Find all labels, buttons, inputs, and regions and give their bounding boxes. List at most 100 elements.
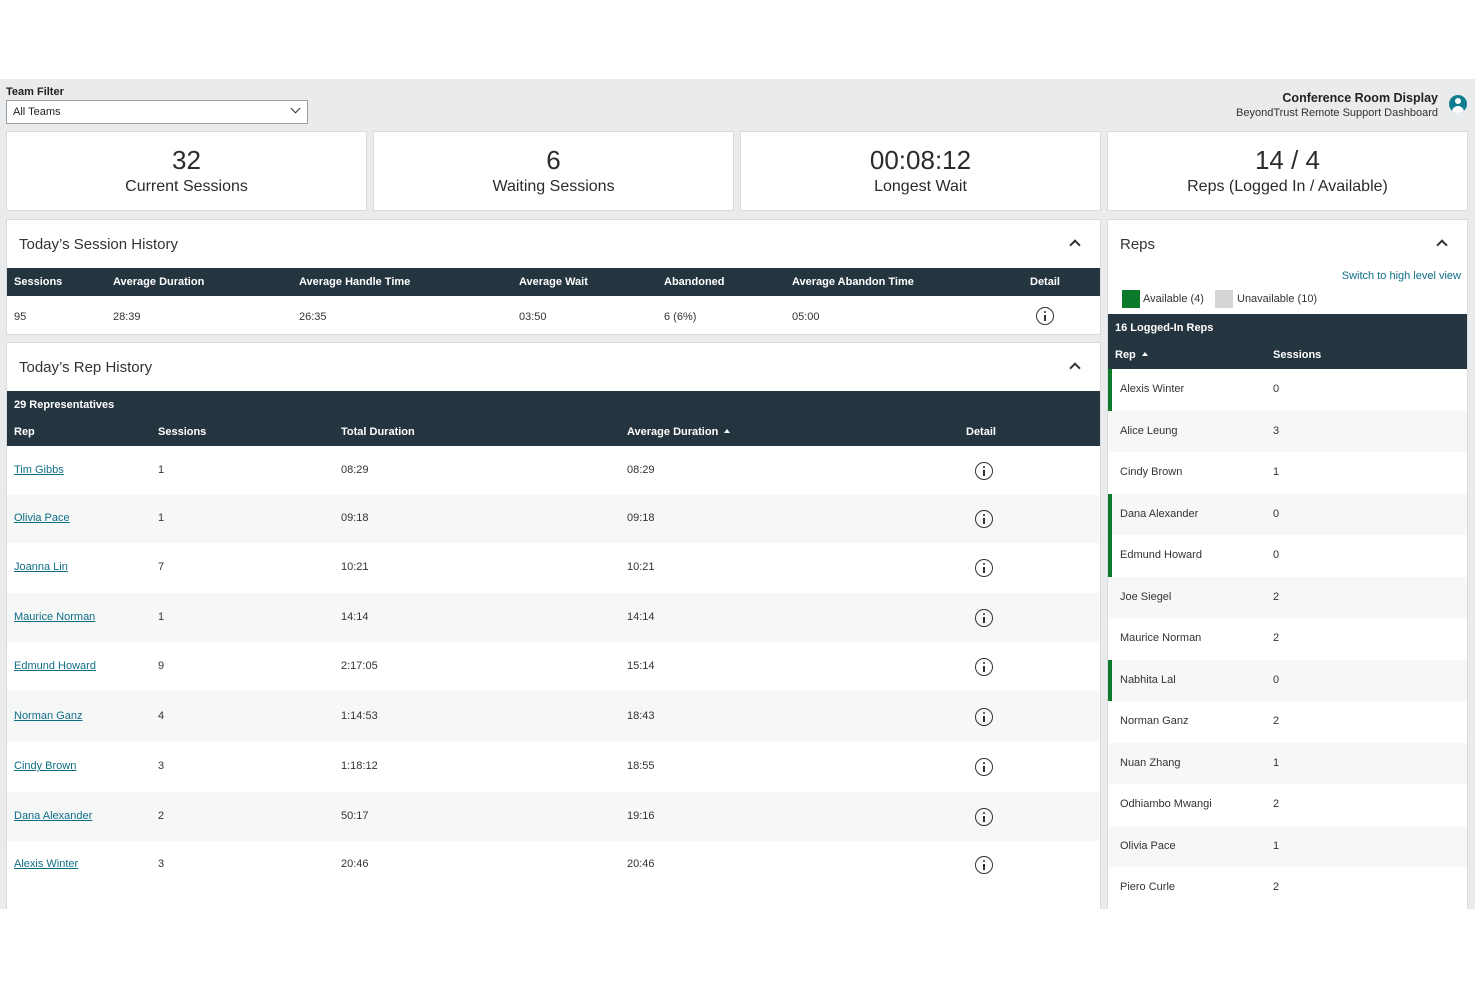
rep-sessions: 0: [1273, 549, 1280, 561]
stat-value: 14 / 4: [1254, 145, 1321, 175]
rep-name-link[interactable]: Olivia Pace: [14, 512, 70, 524]
rep-name-link[interactable]: Tim Gibbs: [14, 464, 64, 476]
list-item[interactable]: Alice Leung 3: [1108, 410, 1467, 452]
col-rep[interactable]: Rep: [1115, 349, 1148, 361]
info-icon[interactable]: [975, 462, 993, 480]
table-row: Alexis Winter 3 20:46 20:46: [7, 841, 1100, 889]
reps-header: 16 Logged-In Reps Rep Sessions: [1108, 314, 1467, 369]
cell-sessions: 4: [158, 710, 165, 722]
col-total-duration[interactable]: Total Duration: [341, 426, 415, 438]
rep-name: Edmund Howard: [1120, 549, 1202, 561]
team-filter-select[interactable]: All Teams: [6, 100, 308, 124]
cell-total-duration: 50:17: [341, 810, 369, 822]
rep-name-link[interactable]: Joanna Lin: [14, 561, 68, 573]
cell-total-duration: 1:18:12: [341, 760, 378, 772]
rep-name-link[interactable]: Dana Alexander: [14, 810, 93, 822]
list-item[interactable]: Cindy Brown 1: [1108, 452, 1467, 494]
cell-total-duration: 14:14: [341, 611, 369, 623]
rep-name-link[interactable]: Maurice Norman: [14, 611, 96, 623]
session-history-panel: Today’s Session History Sessions Average…: [6, 219, 1101, 335]
info-icon[interactable]: [975, 856, 993, 874]
collapse-chevron-up-icon[interactable]: [1069, 239, 1081, 251]
list-item[interactable]: Piero Curle 2: [1108, 867, 1467, 909]
rep-history-panel: Today’s Rep History 29 Representatives R…: [6, 342, 1101, 909]
session-history-title: Today’s Session History: [19, 236, 178, 253]
info-icon[interactable]: [975, 808, 993, 826]
stat-label: Longest Wait: [874, 178, 967, 195]
list-item[interactable]: Maurice Norman 2: [1108, 618, 1467, 660]
cell-sessions: 1: [158, 464, 165, 476]
user-account-icon[interactable]: [1449, 95, 1467, 113]
cell-abandoned: 6 (6%): [664, 311, 697, 323]
cell-sessions: 1: [158, 611, 165, 623]
cell-average-duration: 15:14: [627, 660, 655, 672]
col-sessions[interactable]: Sessions: [158, 426, 207, 438]
rep-history-title: Today’s Rep History: [19, 359, 153, 376]
cell-average-duration: 18:43: [627, 710, 655, 722]
rep-name: Alexis Winter: [1120, 383, 1185, 395]
collapse-chevron-up-icon[interactable]: [1436, 239, 1448, 251]
rep-sessions: 0: [1273, 507, 1280, 520]
table-row: Norman Ganz 4 1:14:53 18:43: [7, 691, 1100, 742]
page-subtitle: BeyondTrust Remote Support Dashboard: [1236, 107, 1438, 119]
team-filter-value: All Teams: [13, 106, 61, 118]
info-icon[interactable]: [1036, 307, 1054, 325]
rep-name: Piero Curle: [1120, 881, 1176, 893]
session-history-header: Sessions Average Duration Average Handle…: [7, 268, 1100, 296]
col-rep[interactable]: Rep: [14, 426, 35, 438]
info-icon[interactable]: [975, 510, 993, 528]
rep-sessions: 2: [1273, 590, 1280, 603]
stat-label: Reps (Logged In / Available): [1187, 178, 1388, 195]
rep-sessions: 1: [1273, 839, 1280, 852]
rep-history-header: 29 Representatives Rep Sessions Total Du…: [7, 391, 1100, 446]
list-item[interactable]: Odhiambo Mwangi 2: [1108, 784, 1467, 826]
list-item[interactable]: Nabhita Lal 0: [1108, 659, 1467, 701]
info-icon[interactable]: [975, 559, 993, 577]
cell-average-duration: 08:29: [627, 464, 655, 476]
reps-title: Reps: [1120, 236, 1156, 253]
info-icon[interactable]: [975, 708, 993, 726]
table-row: 95 28:39 26:35 03:50 6 (6%) 05:00: [7, 296, 1100, 334]
cell-total-duration: 1:14:53: [341, 710, 378, 722]
info-icon[interactable]: [975, 758, 993, 776]
rep-name-link[interactable]: Alexis Winter: [14, 858, 79, 870]
table-row: Edmund Howard 9 2:17:05 15:14: [7, 642, 1100, 691]
info-icon[interactable]: [975, 658, 993, 676]
list-item[interactable]: Nuan Zhang 1: [1108, 742, 1467, 784]
available-swatch: [1122, 290, 1140, 308]
list-item[interactable]: Dana Alexander 0: [1108, 493, 1467, 535]
rep-name-link[interactable]: Norman Ganz: [14, 710, 83, 722]
list-item[interactable]: Joe Siegel 2: [1108, 576, 1467, 618]
unavailable-swatch: [1215, 290, 1233, 308]
reps-panel: Reps Switch to high level view Available…: [1107, 219, 1468, 909]
list-item[interactable]: Alexis Winter 0: [1108, 369, 1467, 411]
cell-sessions: 7: [158, 561, 165, 573]
list-item[interactable]: Norman Ganz 2: [1108, 701, 1467, 743]
switch-high-level-view-link[interactable]: Switch to high level view: [1341, 270, 1461, 282]
list-item[interactable]: Olivia Pace 1: [1108, 825, 1467, 867]
available-indicator: [1108, 535, 1112, 577]
rep-name-link[interactable]: Edmund Howard: [14, 660, 96, 672]
stat-value: 00:08:12: [869, 145, 972, 175]
collapse-chevron-up-icon[interactable]: [1069, 362, 1081, 374]
stat-label: Waiting Sessions: [492, 178, 615, 195]
col-abandoned: Abandoned: [664, 276, 725, 288]
col-average-duration-label: Average Duration: [627, 426, 719, 438]
cell-sessions: 1: [158, 512, 165, 524]
col-sessions[interactable]: Sessions: [1273, 349, 1322, 361]
stat-current-sessions: 32 Current Sessions: [6, 131, 367, 211]
table-row: Cindy Brown 3 1:18:12 18:55: [7, 742, 1100, 792]
cell-average-duration: 18:55: [627, 760, 655, 772]
list-item[interactable]: Edmund Howard 0: [1108, 535, 1467, 577]
cell-average-duration: 19:16: [627, 810, 655, 822]
rep-name: Nabhita Lal: [1120, 673, 1176, 686]
col-detail: Detail: [1030, 276, 1060, 288]
col-average-handle-time: Average Handle Time: [299, 276, 411, 288]
rep-name: Odhiambo Mwangi: [1120, 798, 1212, 810]
info-icon[interactable]: [975, 609, 993, 627]
rep-count-label: 29 Representatives: [14, 399, 115, 411]
sort-ascending-icon: [1141, 352, 1148, 356]
col-average-duration[interactable]: Average Duration: [627, 426, 731, 438]
rep-sessions: 2: [1273, 881, 1280, 893]
rep-name-link[interactable]: Cindy Brown: [14, 760, 77, 772]
